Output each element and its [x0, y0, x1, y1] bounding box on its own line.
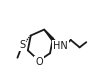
Text: S: S — [20, 40, 26, 50]
Text: O: O — [35, 57, 43, 67]
Text: HN: HN — [53, 41, 68, 51]
Polygon shape — [44, 30, 59, 46]
